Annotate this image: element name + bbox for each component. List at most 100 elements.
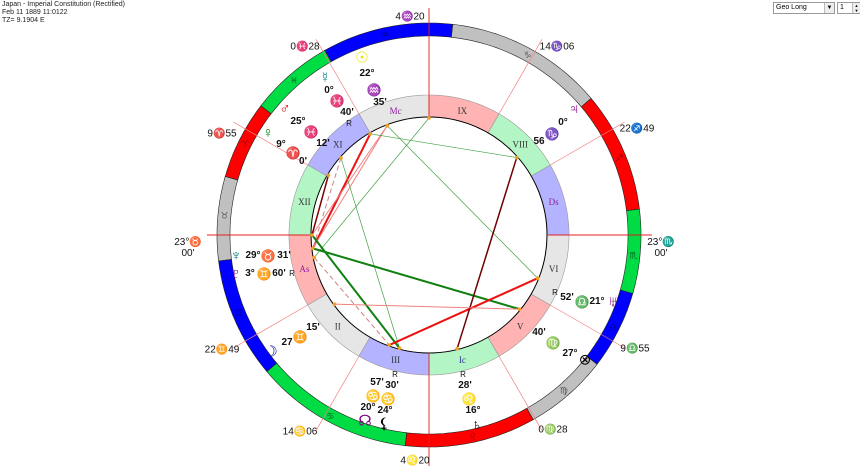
house-label: XI — [333, 139, 343, 149]
aspect-dot-mercury — [368, 132, 373, 136]
moon-deg: 27 — [281, 337, 293, 348]
house-label: XII — [298, 197, 311, 207]
cusp-label: 14♋06 — [283, 427, 318, 438]
house-cusp-line — [233, 304, 308, 349]
lilith-min: 30' — [385, 380, 399, 391]
saturn-icon: ♄ — [471, 416, 483, 434]
mercury-min: 40' — [340, 107, 354, 118]
cusp-position: 9♈55 — [207, 128, 237, 140]
house-label: V — [517, 322, 524, 332]
north-node-sign: ♋ — [365, 389, 381, 403]
aspect-line-moon-part-of-fortune — [334, 303, 520, 310]
cusp-label: 22♊49 — [205, 345, 240, 356]
zodiac-sign-glyph: ♉ — [220, 212, 228, 222]
jupiter-min: 56 — [533, 136, 545, 147]
house-label: IX — [458, 106, 468, 116]
moon-sign: ♊ — [292, 330, 308, 344]
cusp-label: 4♒20 — [395, 12, 424, 23]
house-cusp-line — [233, 121, 308, 166]
cusp-position: 22♐49 — [619, 123, 655, 135]
house-label: Ds — [549, 197, 559, 207]
aspect-dot-saturn — [455, 346, 459, 351]
spinner-arrows-icon[interactable]: ▲ ▼ — [852, 3, 860, 13]
venus-min: 0' — [299, 156, 307, 167]
mercury-retro: R — [346, 119, 352, 128]
cusp-minutes: 00' — [654, 248, 668, 259]
aspect-line-mc-pluto — [313, 117, 430, 258]
aspect-dot-pluto — [312, 255, 316, 260]
mode-select-value: Geo Long — [776, 4, 807, 11]
zodiac-sign-glyph: ♓ — [290, 77, 298, 87]
lilith-deg: 24° — [377, 405, 393, 416]
cusp-position: 23°♉ — [174, 237, 202, 248]
venus-deg: 9° — [276, 139, 286, 150]
uranus-retro: R — [552, 288, 558, 297]
part-of-fortune-sign: ♍ — [545, 336, 561, 350]
chart-title: Japan - Imperial Constitution (Rectified… — [2, 1, 125, 8]
aspect-line-mercury-neptune — [311, 133, 372, 249]
uranus-deg: 21° — [589, 296, 605, 307]
cusp-label: 9♈55 — [207, 129, 236, 140]
harmonic-spinner[interactable]: 1 ▲ ▼ — [837, 2, 860, 14]
sun-sign: ♒ — [366, 83, 382, 97]
chevron-down-icon[interactable]: ▼ — [824, 3, 834, 13]
cusp-position: 0♍28 — [538, 424, 568, 436]
aspect-line-sun-asc — [311, 125, 388, 236]
cusp-position: 4♌20 — [400, 455, 430, 467]
aspect-dot-lilith — [397, 346, 402, 351]
zodiac-sign-glyph: ♋ — [326, 412, 334, 422]
aspect-line-north-node-uranus — [388, 277, 539, 346]
chart-timezone: TZ= 9.1904 E — [2, 17, 45, 24]
zodiac-sign-glyph: ♎ — [609, 323, 617, 333]
lilith-icon: ⚸ — [378, 415, 390, 433]
pluto-min: 60' — [272, 268, 286, 279]
zodiac-segment-9 — [450, 23, 592, 108]
aspect-line-pluto-north-node — [313, 257, 390, 346]
lilith-retro: R — [392, 370, 398, 379]
neptune-deg: 29° — [245, 250, 261, 261]
aspect-dot-jupiter — [514, 155, 519, 160]
cusp-position: 22♊49 — [204, 344, 240, 356]
house-label: II — [335, 322, 341, 332]
part-of-fortune-deg: 27° — [562, 348, 578, 359]
north-node-icon: ☊ — [358, 412, 372, 430]
mode-select[interactable]: Geo Long ▼ — [773, 2, 835, 14]
spinner-value: 1 — [840, 4, 844, 11]
uranus-icon: ♅ — [607, 293, 619, 311]
zodiac-segment-8 — [580, 97, 640, 211]
house-label: VIII — [512, 139, 528, 149]
jupiter-deg: 0° — [558, 117, 568, 128]
chart-datetime: Feb 11 1889 11:0122 — [2, 9, 68, 16]
cusp-label: 14♑06 — [540, 42, 575, 53]
zodiac-segment-10 — [324, 22, 454, 63]
aspect-line-mars-lilith — [340, 157, 400, 349]
house-cusp-line — [315, 39, 360, 114]
pluto-deg: 3° — [245, 268, 255, 279]
mars-min: 12' — [316, 138, 330, 149]
neptune-min: 31' — [277, 250, 291, 261]
jupiter-icon: ♃ — [568, 100, 580, 118]
inner-circle — [310, 116, 548, 354]
moon-min: 15' — [306, 322, 320, 333]
cusp-position: 14♋06 — [282, 426, 318, 438]
saturn-min: 28' — [458, 380, 472, 391]
zodiac-sign-glyph: ♈ — [241, 140, 250, 150]
mercury-deg: 0° — [324, 85, 334, 96]
uranus-sign: ♎ — [574, 295, 590, 309]
jupiter-sign: ♑ — [544, 127, 560, 141]
mercury-icon: ☿ — [319, 69, 331, 87]
aspect-dot-part-of-fortune — [517, 307, 522, 311]
house-cusp-line — [498, 39, 543, 114]
saturn-sign: ♌ — [461, 392, 477, 406]
aspect-dot-mc — [427, 116, 431, 120]
sun-deg: 22° — [359, 68, 375, 79]
chart-header: Japan - Imperial Constitution (Rectified… — [2, 1, 125, 25]
aspect-dot-uranus — [535, 276, 540, 281]
aspect-dot-venus — [326, 173, 331, 178]
aspect-line-venus-asc — [311, 175, 330, 236]
pluto-retro: R — [289, 269, 295, 278]
chart-controls: Geo Long ▼ 1 ▲ ▼ — [773, 2, 860, 14]
pluto-icon: ♇ — [230, 265, 242, 283]
sun-icon: ☉ — [355, 49, 369, 67]
